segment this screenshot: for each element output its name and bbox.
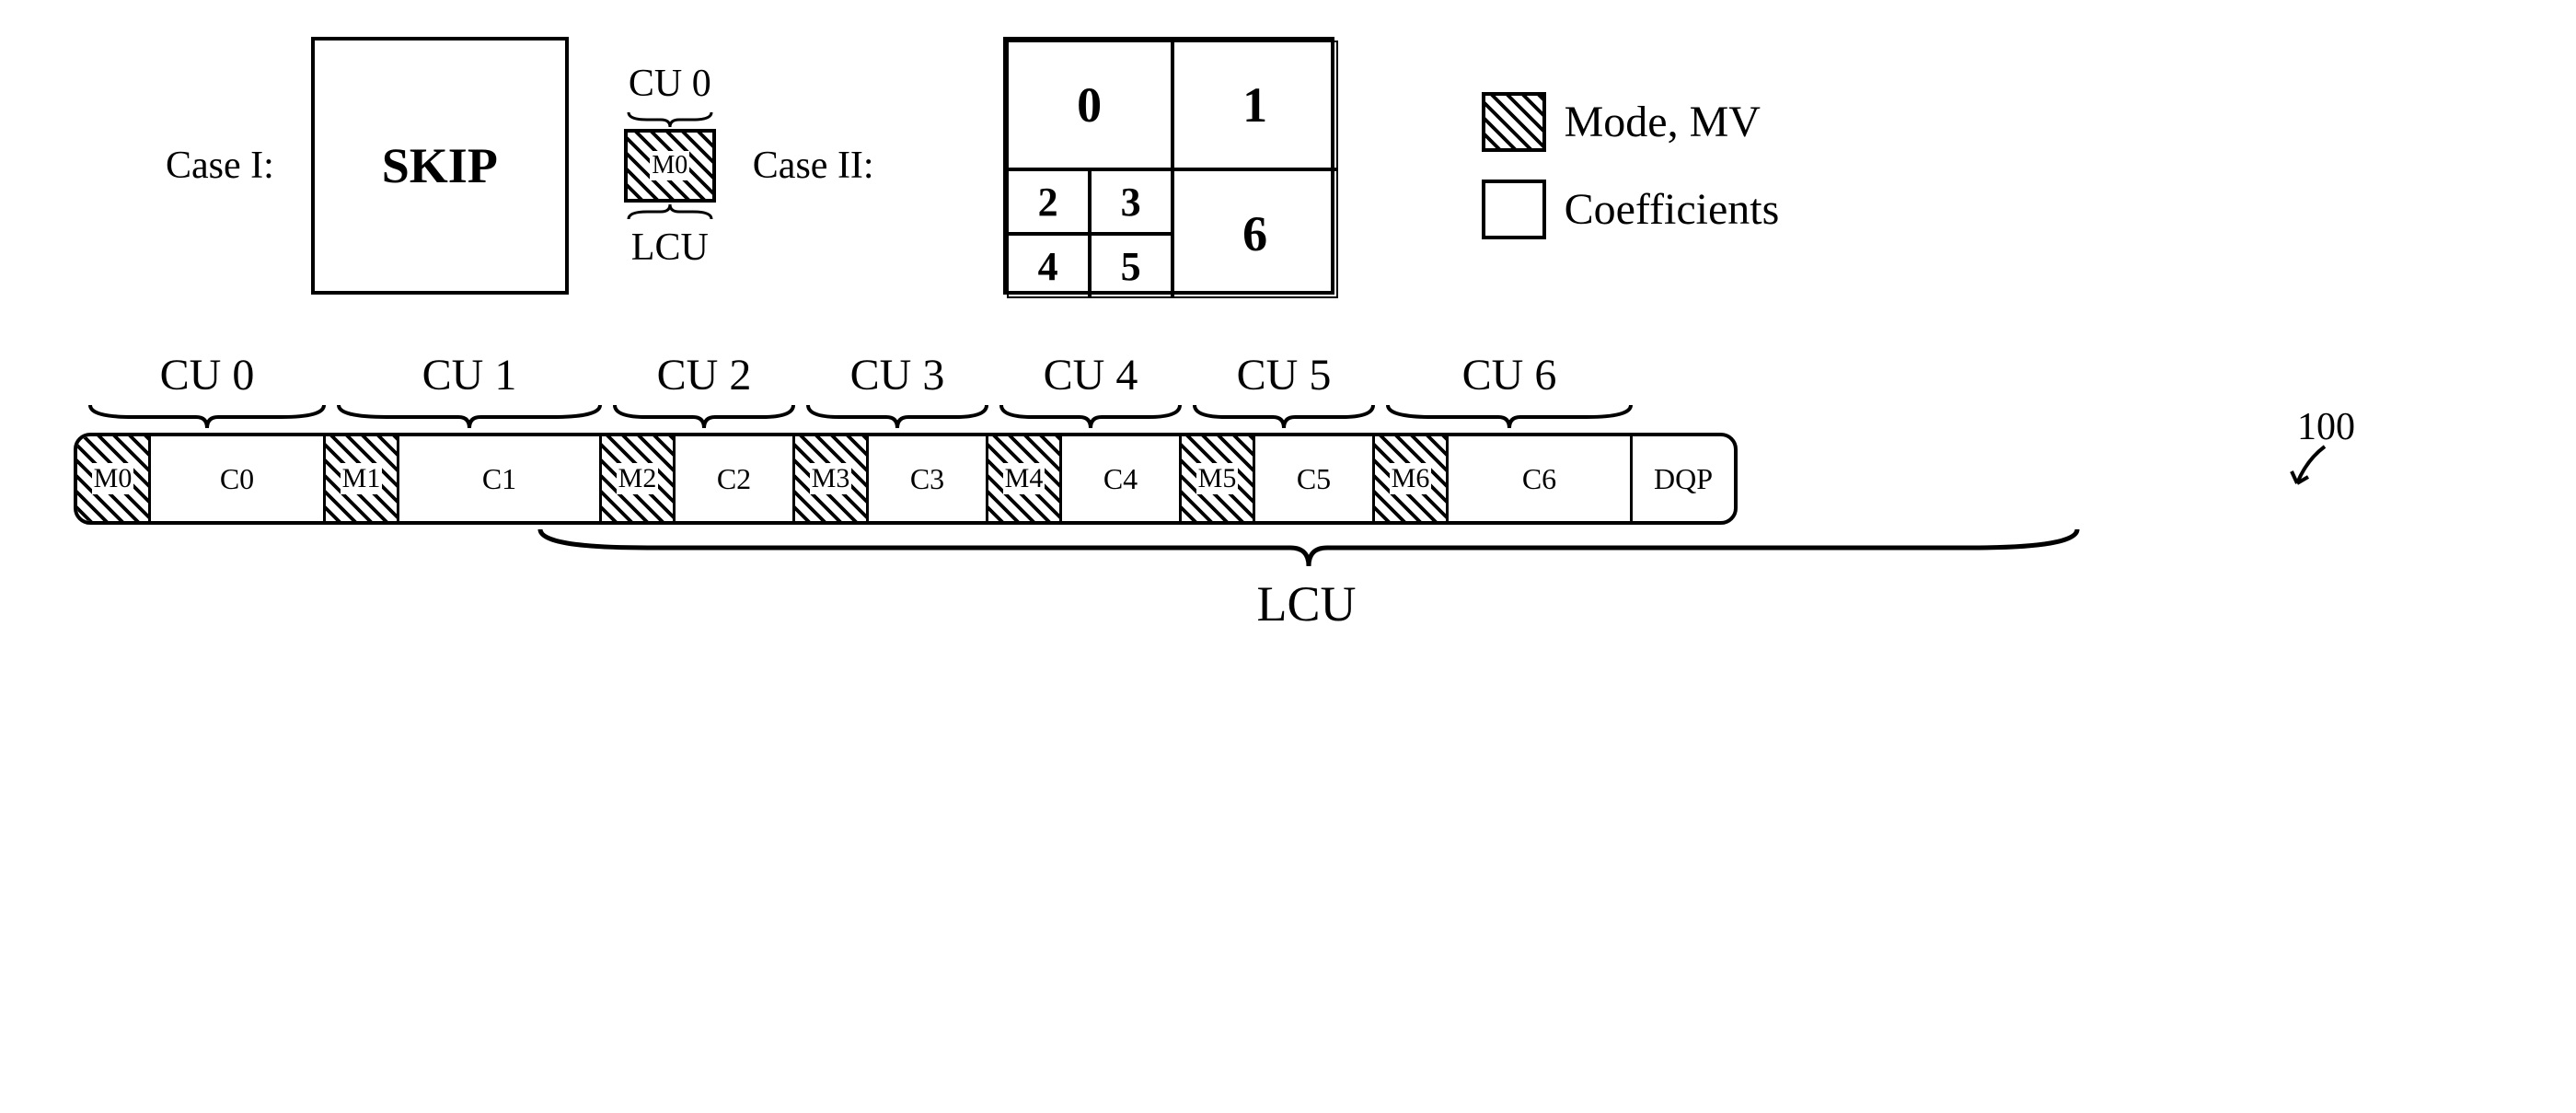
- strip-m-cell: M6: [1375, 436, 1449, 521]
- cu-brace-icon: [1380, 400, 1638, 433]
- m0-small-text: M0: [650, 151, 689, 180]
- strip-c-cell: C0: [151, 436, 326, 521]
- strip-c-cell: C1: [399, 436, 602, 521]
- strip-m-cell: M4: [988, 436, 1062, 521]
- strip-m-cell: M3: [795, 436, 869, 521]
- strip-m-cell: M5: [1182, 436, 1255, 521]
- grid-cell: 0: [1007, 41, 1172, 169]
- lcu-small-label: LCU: [631, 226, 709, 270]
- big-brace-icon: [531, 525, 2086, 571]
- cu0-block: CU 0 M0 LCU: [624, 62, 716, 270]
- cu-brace-icon: [331, 400, 607, 433]
- legend-mode: Mode, MV: [1482, 92, 1780, 152]
- m0-small-box: M0: [624, 129, 716, 203]
- strip-c-cell: C2: [676, 436, 795, 521]
- lcu-bottom-label: LCU: [1257, 575, 1357, 632]
- legend: Mode, MV Coefficients: [1482, 92, 1780, 239]
- cu-label-text: CU 3: [850, 350, 945, 400]
- cu-brace-icon: [83, 400, 331, 433]
- strip-c-cell: C6: [1449, 436, 1633, 521]
- cu-brace-icon: [994, 400, 1187, 433]
- strip-m-cell: M1: [326, 436, 399, 521]
- cu-brace-icon: [801, 400, 994, 433]
- case1-label: Case I:: [166, 144, 274, 188]
- cu0-top-label: CU 0: [629, 62, 711, 106]
- cu-label-group: CU 1: [331, 350, 607, 433]
- cu-label-group: CU 0: [83, 350, 331, 433]
- legend-coeff: Coefficients: [1482, 180, 1780, 239]
- strip-m-text: M4: [1003, 463, 1045, 494]
- cu-label-group: CU 4: [994, 350, 1187, 433]
- legend-coeff-text: Coefficients: [1565, 184, 1780, 235]
- strip-m-text: M6: [1390, 463, 1432, 494]
- legend-swatch-hatched: [1482, 92, 1546, 152]
- cu-brace-icon: [607, 400, 801, 433]
- cu-row: CU 0 CU 1 CU 2 CU 3 CU 4 CU 5 CU 6 M0 C0 M1 C1 M2 C…: [74, 350, 2539, 632]
- strip-m-text: M5: [1196, 463, 1239, 494]
- lcu-strip: M0 C0 M1 C1 M2 C2 M3 C3 M4 C4 M5 C5 M6 C6DQP: [74, 433, 1738, 525]
- brace-down-icon: [624, 110, 716, 129]
- case2-label: Case II:: [753, 144, 874, 188]
- strip-m-text: M2: [617, 463, 659, 494]
- case2-grid: 0123456: [1003, 37, 1334, 295]
- strip-m-cell: M0: [77, 436, 151, 521]
- strip-m-text: M3: [810, 463, 852, 494]
- cu-label-group: CU 2: [607, 350, 801, 433]
- strip-m-text: M1: [341, 463, 383, 494]
- grid-cell: 2: [1007, 169, 1090, 234]
- strip-c-cell: C4: [1062, 436, 1182, 521]
- strip-m-text: M0: [92, 463, 134, 494]
- cu-label-text: CU 0: [160, 350, 255, 400]
- cu-label-text: CU 2: [657, 350, 752, 400]
- legend-swatch-plain: [1482, 180, 1546, 239]
- grid-cell: 1: [1172, 41, 1338, 169]
- brace-up-icon: [624, 203, 716, 221]
- skip-text: SKIP: [382, 137, 498, 194]
- cu-label-text: CU 6: [1462, 350, 1557, 400]
- strip-dqp-cell: DQP: [1633, 436, 1734, 521]
- cu-label-text: CU 4: [1044, 350, 1138, 400]
- grid-cell: 6: [1172, 169, 1338, 298]
- grid-cell: 3: [1090, 169, 1172, 234]
- cu-label-group: CU 6: [1380, 350, 1638, 433]
- lcu-bottom: LCU: [74, 525, 2539, 632]
- strip-c-cell: C5: [1255, 436, 1375, 521]
- legend-mode-text: Mode, MV: [1565, 97, 1761, 147]
- strip-m-cell: M2: [602, 436, 676, 521]
- cu-brace-icon: [1187, 400, 1380, 433]
- cu-label-text: CU 5: [1237, 350, 1332, 400]
- cu-labels-row: CU 0 CU 1 CU 2 CU 3 CU 4 CU 5 CU 6: [83, 350, 2539, 433]
- grid-cell: 4: [1007, 234, 1090, 298]
- cu-label-text: CU 1: [422, 350, 517, 400]
- top-row: Case I: SKIP CU 0 M0 LCU Case II: 012345…: [37, 37, 2539, 295]
- diagram-container: Case I: SKIP CU 0 M0 LCU Case II: 012345…: [37, 37, 2539, 1076]
- grid-cell: 5: [1090, 234, 1172, 298]
- strip-c-cell: C3: [869, 436, 988, 521]
- skip-box: SKIP: [311, 37, 569, 295]
- cu-label-group: CU 3: [801, 350, 994, 433]
- cu-label-group: CU 5: [1187, 350, 1380, 433]
